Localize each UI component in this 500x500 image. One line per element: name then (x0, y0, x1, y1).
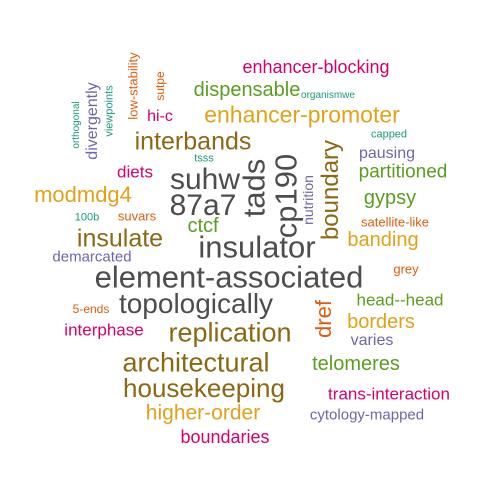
word-capped: capped (370, 128, 408, 141)
word-partitioned: partitioned (358, 161, 448, 183)
word-organismwe: organismwe (301, 90, 355, 101)
word-tsss: tsss (194, 152, 214, 165)
word-varies: varies (350, 332, 394, 349)
word-sutpe: sutpe (153, 71, 167, 101)
word-housekeeping: housekeeping (123, 373, 285, 403)
word-architectural: architectural (122, 347, 270, 378)
word-87a7: 87a7 (169, 189, 237, 222)
word-modmdg4: modmdg4 (34, 182, 132, 207)
word-diets: diets (117, 162, 153, 182)
word-viewpoints: viewpoints (103, 85, 116, 137)
word-element-associated: element-associated (94, 259, 364, 295)
word-enhancer-promoter: enhancer-promoter (204, 101, 400, 128)
word-banding: banding (347, 229, 419, 251)
word-telomeres: telomeres (312, 353, 400, 375)
word-insulator: insulator (198, 229, 316, 265)
word-borders: borders (347, 311, 415, 333)
word-dispensable: dispensable (193, 79, 301, 101)
word-trans-interaction: trans-interaction (328, 384, 450, 404)
word-gypsy: gypsy (363, 187, 417, 209)
word-suhw: suhw (169, 163, 241, 196)
word-grey: grey (393, 261, 419, 277)
word-head-head: head--head (356, 290, 444, 310)
word-cp190: cp190 (268, 153, 304, 239)
word-100b: 100b (74, 211, 100, 224)
word-boundaries: boundaries (180, 427, 270, 447)
word-dref: dref (311, 300, 336, 338)
word-higher-order: higher-order (145, 401, 261, 425)
word-5-ends: 5-ends (72, 302, 110, 316)
word-nutrition: nutrition (300, 175, 316, 225)
word-satellite-like: satellite-like (361, 214, 429, 230)
word-suvars: suvars (117, 208, 157, 224)
word-insulate: insulate (76, 224, 164, 253)
word-pausing: pausing (358, 145, 416, 162)
word-divergently: divergently (84, 82, 101, 160)
word-low-stability: low-stability (125, 52, 141, 120)
word-replication: replication (168, 317, 292, 348)
word-topologically: topologically (118, 288, 274, 319)
word-interbands: interbands (134, 127, 252, 156)
word-boundary: boundary (317, 139, 344, 241)
word-hi-c: hi-c (147, 108, 173, 125)
word-cytology-mapped: cytology-mapped (309, 406, 425, 424)
word-ctcf: ctcf (187, 215, 219, 237)
word-interphase: interphase (64, 320, 144, 340)
word-demarcated: demarcated (52, 248, 132, 266)
word-orthogonal: orthogonal (71, 101, 82, 149)
word-tads: tads (236, 158, 272, 218)
word-enhancer-blocking: enhancer-blocking (242, 57, 390, 77)
